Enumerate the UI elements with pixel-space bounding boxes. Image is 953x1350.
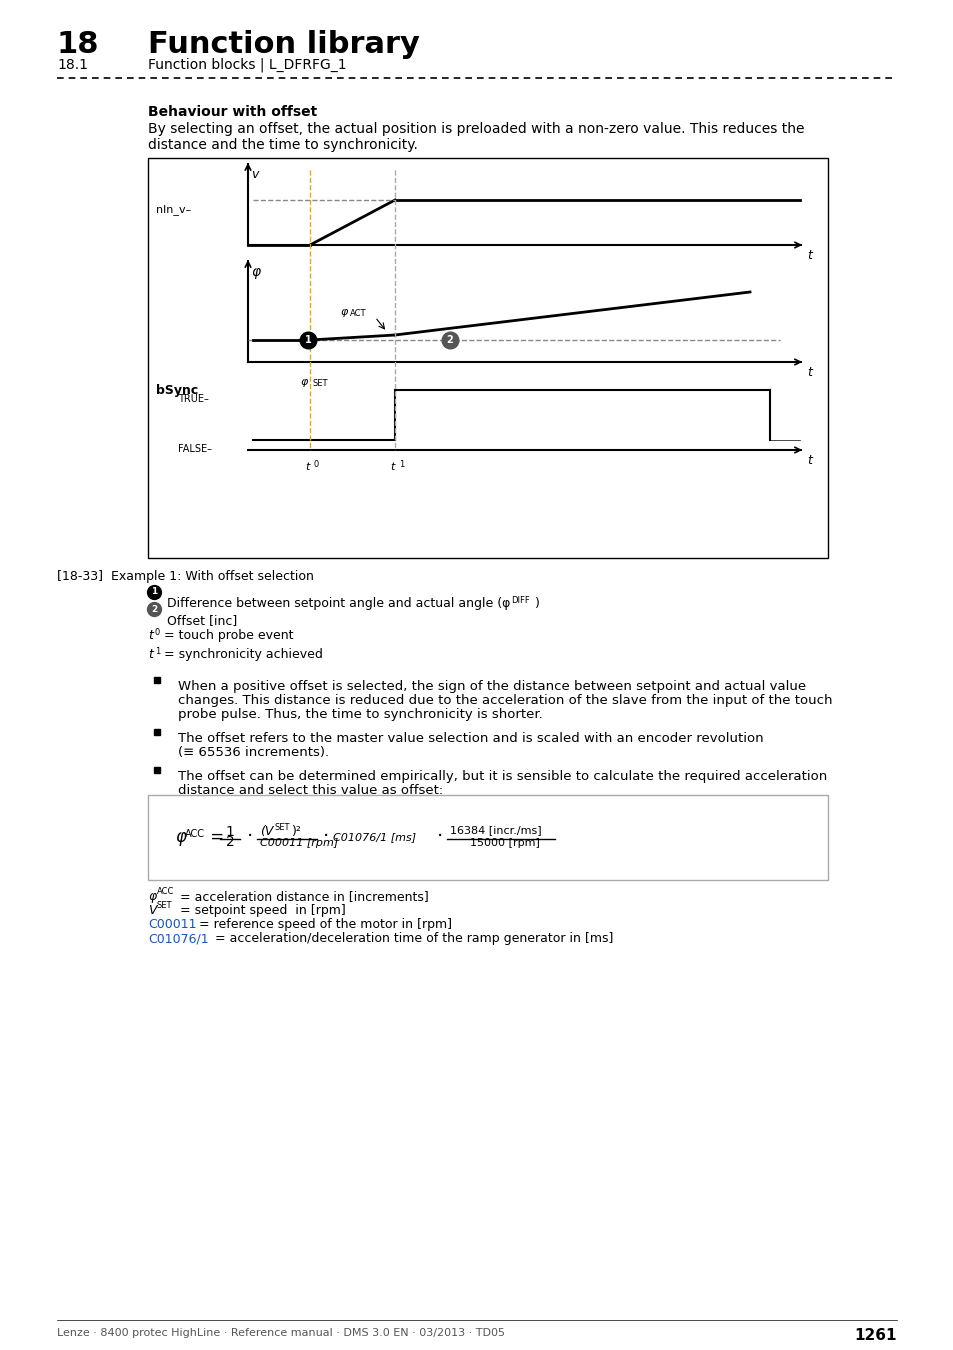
Text: = synchronicity achieved: = synchronicity achieved [160,648,322,662]
Text: (V: (V [260,825,274,837]
Text: φ: φ [251,265,260,279]
Text: 1: 1 [154,647,160,656]
Text: = acceleration distance in [increments]: = acceleration distance in [increments] [175,890,428,903]
Text: t: t [148,648,152,662]
Text: )²: )² [292,825,301,838]
Text: Lenze · 8400 protec HighLine · Reference manual · DMS 3.0 EN · 03/2013 · TD05: Lenze · 8400 protec HighLine · Reference… [57,1328,504,1338]
Text: t: t [806,366,811,379]
Text: Difference between setpoint angle and actual angle (φ: Difference between setpoint angle and ac… [163,597,510,610]
Text: t: t [390,462,394,472]
Text: φ: φ [339,306,347,317]
Text: 2: 2 [446,335,453,346]
Text: 1261: 1261 [854,1328,896,1343]
Text: t: t [305,462,309,472]
Text: probe pulse. Thus, the time to synchronicity is shorter.: probe pulse. Thus, the time to synchroni… [178,707,542,721]
Text: 15000 [rpm]: 15000 [rpm] [470,838,539,848]
Text: nln_v–: nln_v– [156,204,191,215]
Text: The offset can be determined empirically, but it is sensible to calculate the re: The offset can be determined empirically… [178,769,826,783]
Text: C00011: C00011 [148,918,196,932]
Text: 18: 18 [57,30,99,59]
Text: FALSE–: FALSE– [178,444,212,454]
Text: ·: · [436,828,443,846]
Text: C01076/1 [ms]: C01076/1 [ms] [333,832,416,842]
Text: φ: φ [299,377,307,387]
Text: φ: φ [174,828,186,846]
Text: C00011 [rpm]: C00011 [rpm] [260,838,338,848]
Bar [148,158,827,558]
Bar [395,390,769,440]
Text: 16384 [incr./ms]: 16384 [incr./ms] [450,825,541,836]
Text: ·: · [247,828,253,846]
Text: 1: 1 [151,587,157,597]
Text: The offset refers to the master value selection and is scaled with an encoder re: The offset refers to the master value se… [178,732,762,745]
Text: ACC: ACC [185,829,205,838]
Text: v: v [251,167,258,181]
Text: distance and select this value as offset:: distance and select this value as offset… [178,784,443,796]
Text: φ: φ [148,890,156,903]
Text: 1: 1 [225,825,234,838]
Text: 0: 0 [154,628,160,637]
Text: Behaviour with offset: Behaviour with offset [148,105,317,119]
Text: = acceleration/deceleration time of the ramp generator in [ms]: = acceleration/deceleration time of the … [211,931,613,945]
Text: ACT: ACT [350,309,366,319]
Text: = setpoint speed  in [rpm]: = setpoint speed in [rpm] [175,904,345,917]
Text: (≡ 65536 increments).: (≡ 65536 increments). [178,747,329,759]
Text: t: t [148,629,152,643]
Text: 2: 2 [151,605,157,613]
Text: bSync: bSync [156,383,198,397]
Text: V: V [148,904,156,917]
Text: 18.1: 18.1 [57,58,88,72]
Text: C01076/1: C01076/1 [148,931,209,945]
Text: t: t [806,454,811,467]
Text: DIFF: DIFF [511,595,529,605]
Text: changes. This distance is reduced due to the acceleration of the slave from the : changes. This distance is reduced due to… [178,694,832,707]
Text: TRUE–: TRUE– [178,394,209,404]
Text: 2: 2 [226,836,234,849]
Text: ·: · [323,828,329,846]
Text: SET: SET [274,824,291,833]
Text: =: = [205,828,224,846]
Text: = touch probe event: = touch probe event [160,629,294,643]
Bar [148,795,827,880]
Text: Offset [inc]: Offset [inc] [163,614,237,626]
Text: = reference speed of the motor in [rpm]: = reference speed of the motor in [rpm] [194,918,452,932]
Text: Function library: Function library [148,30,419,59]
Text: SET: SET [157,900,172,910]
Text: 1: 1 [398,460,404,468]
Text: When a positive offset is selected, the sign of the distance between setpoint an: When a positive offset is selected, the … [178,680,805,693]
Text: By selecting an offset, the actual position is preloaded with a non-zero value. : By selecting an offset, the actual posit… [148,122,803,153]
Text: 0: 0 [314,460,319,468]
Text: t: t [806,248,811,262]
Text: SET: SET [313,379,328,387]
Text: [18-33]  Example 1: With offset selection: [18-33] Example 1: With offset selection [57,570,314,583]
Text: ACC: ACC [157,887,174,896]
Text: ): ) [535,597,539,610]
Text: Function blocks | L_DFRFG_1: Function blocks | L_DFRFG_1 [148,58,346,73]
Text: 1: 1 [304,335,311,346]
